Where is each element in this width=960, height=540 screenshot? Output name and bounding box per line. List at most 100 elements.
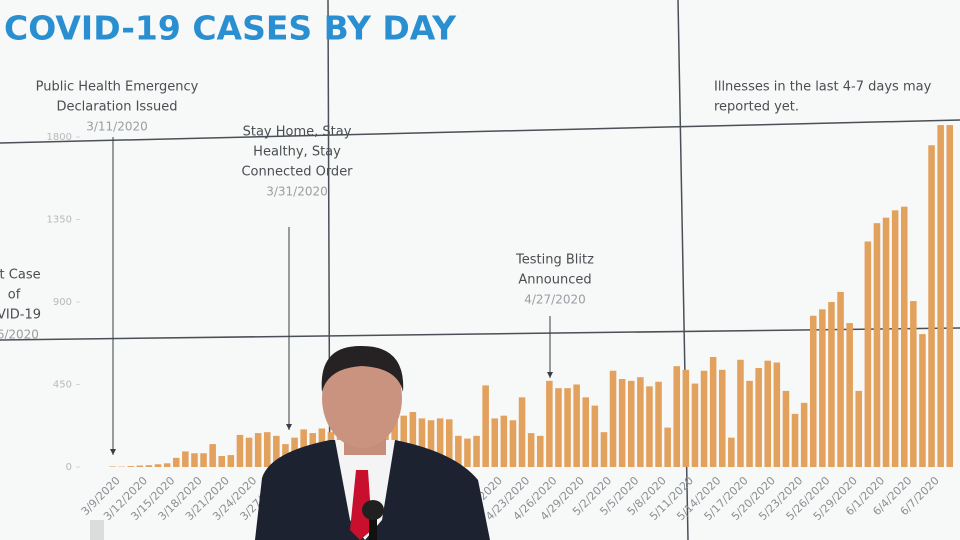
annotation-date: 26/2020	[0, 328, 39, 342]
bar	[536, 435, 544, 467]
bar	[163, 463, 171, 467]
annotation-date: 3/11/2020	[86, 120, 148, 134]
bar	[245, 437, 253, 467]
hair	[321, 345, 404, 392]
annotation-text: Announced	[518, 273, 591, 288]
y-tick-label: 900	[53, 297, 72, 308]
bar	[737, 359, 744, 467]
bar	[709, 357, 717, 467]
bar	[691, 383, 699, 467]
bar	[518, 397, 526, 467]
bar	[837, 291, 844, 467]
bar	[609, 370, 617, 467]
bar	[646, 386, 653, 467]
bar	[600, 432, 608, 467]
annotation-text: Connected Order	[241, 165, 353, 180]
annotation-arrowhead	[110, 449, 116, 455]
annotation-date: 4/27/2020	[524, 293, 586, 307]
annotation-text: Illnesses in the last 4-7 days may	[714, 80, 932, 95]
bar	[928, 145, 935, 467]
bar	[809, 315, 817, 467]
bar	[910, 301, 917, 467]
bar	[209, 444, 216, 467]
annotation-arrowhead	[547, 372, 553, 378]
bar	[546, 380, 553, 467]
bar	[773, 362, 781, 467]
annotation-text: rst Case	[0, 268, 41, 283]
y-tick-label: 450	[53, 380, 72, 391]
bar	[582, 397, 590, 467]
bar	[673, 366, 681, 467]
bar	[172, 457, 180, 467]
bar	[846, 323, 853, 467]
bar	[800, 402, 808, 467]
bar	[254, 433, 262, 467]
bar	[273, 435, 280, 467]
annotation-text: Testing Blitz	[515, 253, 594, 268]
bar	[664, 427, 671, 467]
bar	[445, 419, 453, 467]
annotation-text: reported yet.	[714, 100, 799, 115]
bar	[919, 334, 926, 467]
bar	[436, 418, 444, 467]
face	[322, 348, 402, 448]
speaker	[90, 345, 490, 540]
bar	[263, 432, 271, 467]
bar	[555, 388, 562, 467]
annotation-date: 3/31/2020	[266, 185, 328, 199]
bar	[564, 388, 571, 467]
y-tick-label: 1800	[47, 132, 72, 143]
y-tick-label: 0	[66, 462, 72, 473]
bar	[500, 415, 508, 467]
tie	[350, 470, 372, 540]
bar	[937, 125, 944, 467]
bar	[873, 223, 881, 467]
annotation-text: Public Health Emergency	[36, 80, 199, 95]
bar	[182, 451, 189, 467]
bar	[782, 390, 790, 467]
bar	[728, 437, 735, 467]
bar	[755, 368, 762, 467]
microphone-stand	[369, 512, 377, 540]
bar	[109, 466, 116, 467]
bar	[746, 380, 753, 467]
bar	[191, 453, 198, 467]
bar	[491, 418, 499, 467]
annotation-text: of	[8, 288, 21, 303]
annotation-text: OVID-19	[0, 308, 41, 323]
bar	[828, 302, 835, 467]
annotation-text: Declaration Issued	[57, 100, 178, 115]
annotation-text: Stay Home, Stay	[243, 125, 352, 140]
bar	[218, 456, 226, 467]
bar	[718, 369, 726, 467]
chart-title: COVID-19 CASES BY DAY	[4, 9, 457, 48]
annotation-text: Healthy, Stay	[253, 145, 341, 160]
bar	[409, 412, 417, 467]
bar	[473, 435, 480, 467]
panel-seam	[0, 119, 960, 144]
bar	[427, 420, 435, 467]
bar	[882, 217, 890, 467]
bar	[455, 435, 462, 467]
panel-seam	[0, 327, 960, 341]
bar	[127, 466, 135, 467]
bar	[855, 390, 863, 467]
bar	[637, 377, 644, 467]
bar	[154, 464, 162, 467]
annotation-arrowhead	[286, 424, 292, 430]
bar	[464, 438, 471, 467]
bar	[527, 433, 535, 467]
bar	[418, 418, 426, 467]
bar	[764, 360, 772, 467]
bottle	[90, 520, 104, 540]
bar	[819, 309, 826, 467]
bar	[236, 434, 244, 467]
bar	[946, 125, 954, 467]
microphone	[362, 500, 384, 520]
bar	[700, 370, 708, 467]
bar	[400, 415, 408, 467]
bar	[891, 210, 899, 468]
bar	[591, 405, 599, 467]
